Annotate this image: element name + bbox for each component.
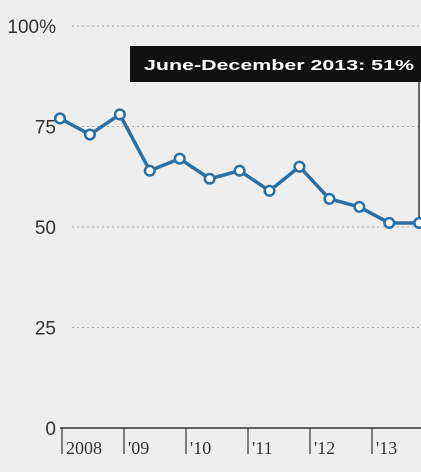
x-tick-labels: 2008 '09 '10 '11 '12 '13 — [61, 428, 397, 458]
x-tick-label: '09 — [128, 438, 149, 458]
data-point — [233, 164, 246, 177]
data-point — [413, 216, 421, 230]
x-tick-label: '10 — [190, 438, 211, 458]
x-tick-label: '12 — [314, 438, 335, 458]
data-point — [323, 192, 336, 205]
data-point — [83, 128, 96, 141]
data-point — [383, 216, 396, 230]
data-point — [53, 112, 67, 125]
y-tick-label: 75 — [35, 118, 56, 139]
x-tick-label: '13 — [376, 438, 397, 458]
gridlines — [72, 25, 421, 328]
y-axis: 100% 75 50 25 0 — [7, 17, 56, 440]
x-tick-label: 2008 — [66, 438, 102, 458]
data-point — [143, 164, 156, 177]
data-point — [113, 108, 126, 121]
annotation: June-December 2013: 51% — [130, 46, 421, 217]
y-tick-label: 100% — [7, 17, 56, 38]
annotation-box — [130, 46, 421, 82]
data-point — [173, 152, 186, 165]
y-tick-label: 50 — [35, 218, 56, 239]
annotation-text: June-December 2013: 51% — [144, 57, 414, 74]
x-tick-label: '11 — [252, 438, 273, 458]
data-point — [263, 184, 276, 197]
series — [53, 108, 421, 230]
data-point — [353, 200, 366, 213]
data-point — [203, 172, 216, 185]
y-tick-label: 25 — [35, 319, 56, 340]
data-point — [293, 160, 306, 173]
y-tick-label: 0 — [45, 419, 56, 440]
